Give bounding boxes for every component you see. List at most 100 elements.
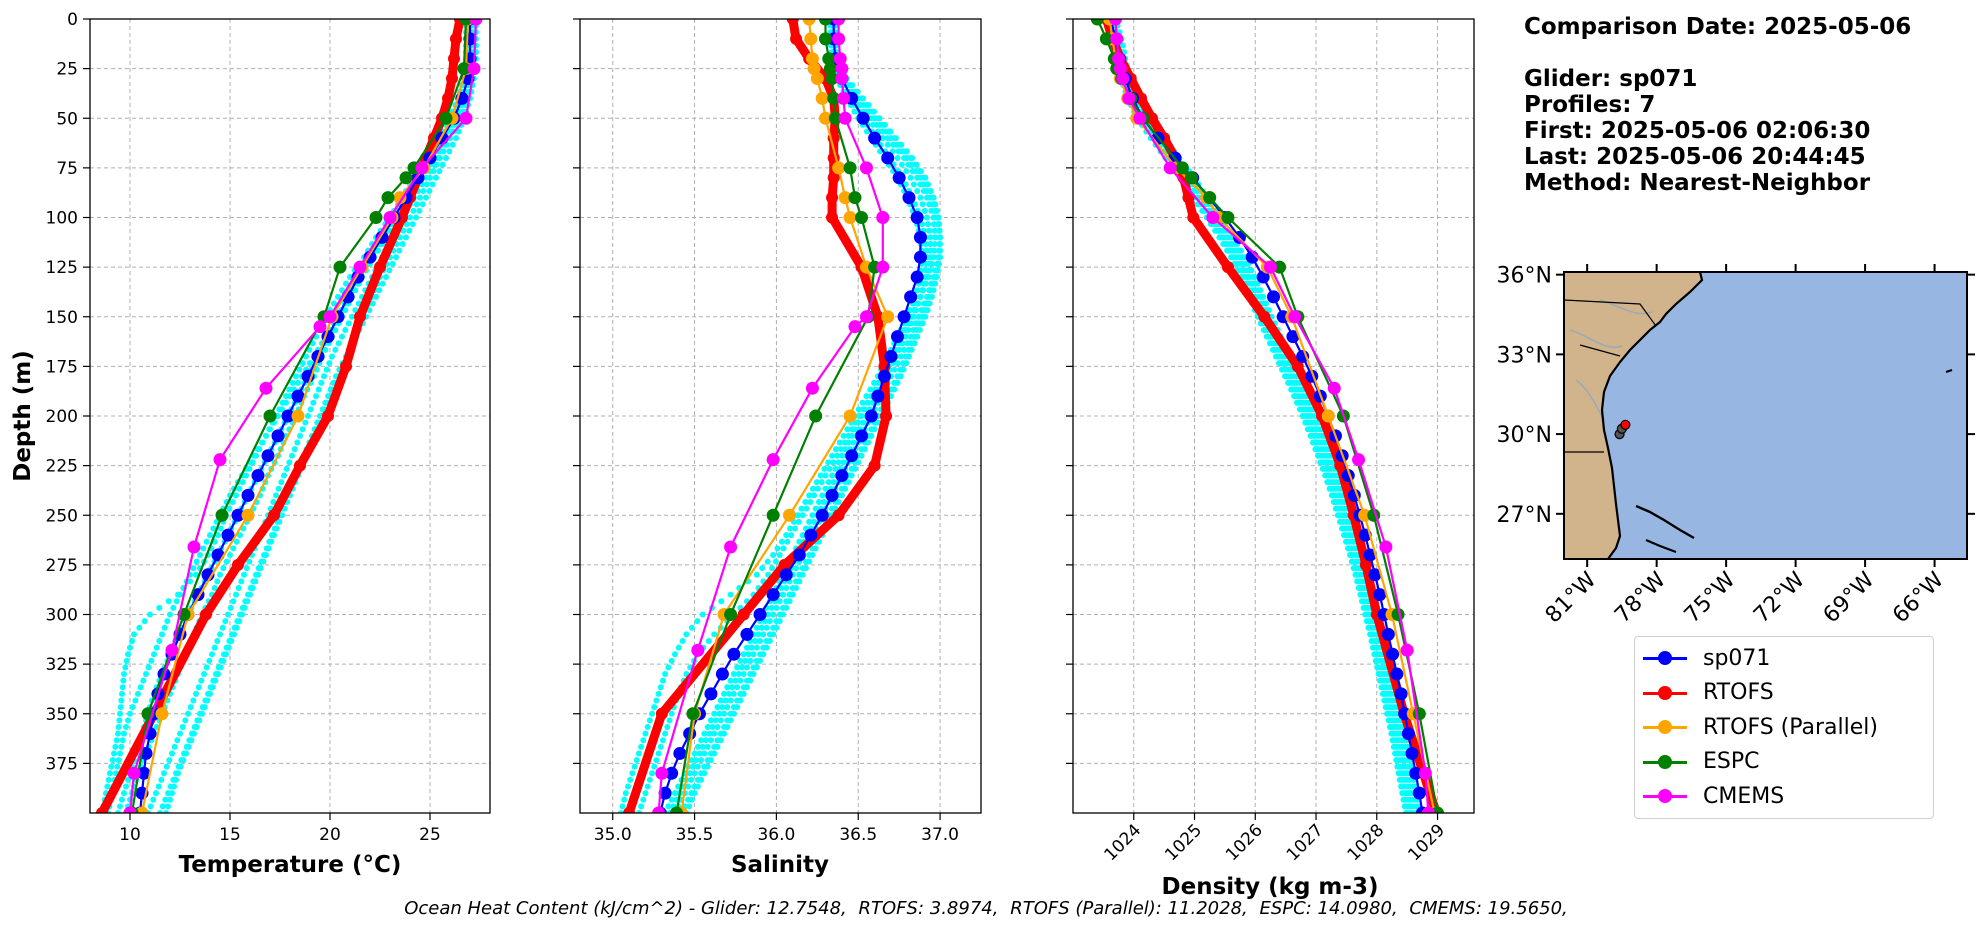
- series-point-rtofs-parallel: [135, 806, 149, 813]
- glider-profile-point: [1291, 393, 1298, 400]
- glider-profile-point: [271, 525, 278, 532]
- glider-profile-point: [1224, 234, 1231, 241]
- glider-profile-point: [631, 763, 638, 770]
- glider-profile-point: [795, 518, 802, 525]
- glider-profile-point: [238, 578, 245, 585]
- glider-profile-point: [234, 618, 241, 625]
- legend-label: sp071: [1703, 645, 1771, 671]
- glider-profile-point: [1313, 426, 1320, 433]
- glider-profile-point: [773, 618, 780, 625]
- series-point-sp071: [904, 290, 918, 304]
- temperature-xlabel: Temperature (°C): [179, 852, 402, 878]
- glider-profile-point: [722, 697, 729, 704]
- glider-profile-point: [716, 710, 723, 717]
- glider-profile-point: [169, 750, 175, 757]
- glider-profile-point: [724, 704, 731, 711]
- glider-profile-point: [118, 697, 125, 704]
- glider-profile-point: [1379, 690, 1386, 697]
- glider-profile-point: [838, 485, 845, 492]
- glider-profile-point: [406, 227, 413, 234]
- glider-profile-point: [449, 141, 456, 148]
- glider-profile-point: [830, 479, 837, 486]
- glider-profile-point: [714, 737, 721, 744]
- glider-profile-point: [199, 704, 206, 711]
- salinity-grid: [580, 18, 981, 813]
- series-point-sp071: [221, 528, 235, 542]
- series-point-cmems: [1418, 766, 1432, 780]
- glider-profile-point: [635, 750, 642, 757]
- glider-profile-point: [162, 796, 169, 803]
- glider-profile-point: [123, 783, 129, 790]
- series-point-rtofs: [826, 211, 839, 224]
- glider-profile-point: [780, 545, 787, 552]
- glider-profile-point: [163, 810, 169, 813]
- glider-profile-point: [217, 525, 224, 532]
- glider-profile-point: [707, 750, 714, 757]
- glider-profile-point: [1119, 42, 1126, 49]
- series-point-cmems: [123, 806, 137, 813]
- series-point-rtofs: [446, 72, 458, 85]
- series-point-rtofs-parallel: [241, 508, 255, 522]
- interpolation-method: Method: Nearest-Neighbor: [1524, 170, 1871, 196]
- glider-profile-point: [662, 671, 669, 678]
- glider-profile-point: [770, 551, 777, 558]
- glider-profile-point: [934, 260, 941, 267]
- glider-profile-point: [109, 757, 116, 764]
- glider-profile-point: [389, 260, 396, 267]
- glider-profile-point: [699, 611, 706, 618]
- glider-profile-point: [439, 161, 446, 168]
- glider-profile-point: [281, 472, 287, 479]
- glider-profile-point: [794, 512, 801, 519]
- glider-profile-point: [115, 757, 122, 764]
- glider-profile-point: [122, 664, 129, 671]
- glider-profile-point: [719, 704, 726, 711]
- series-point-cmems: [353, 260, 367, 274]
- glider-profile-point: [189, 730, 195, 737]
- series-point-rtofs-parallel: [1321, 409, 1335, 423]
- glider-profile-point: [1360, 604, 1367, 611]
- glider-profile-point: [705, 637, 712, 644]
- glider-profile-point: [297, 432, 303, 439]
- series-point-cmems: [1288, 310, 1302, 324]
- glider-profile-point: [325, 393, 331, 400]
- glider-profile-point: [313, 393, 319, 400]
- y-tick-label: 75: [56, 159, 78, 179]
- glider-profile-point: [218, 657, 225, 664]
- glider-profile-point: [283, 465, 290, 472]
- series-point-rtofs: [655, 707, 668, 720]
- glider-profile-point: [908, 161, 915, 168]
- series-point-espc: [819, 19, 833, 26]
- glider-profile-point: [1332, 479, 1339, 486]
- glider-profile-point: [826, 465, 833, 472]
- glider-profile-point: [158, 776, 165, 783]
- glider-profile-point: [171, 743, 178, 750]
- glider-profile-point: [758, 624, 765, 631]
- glider-profile-point: [694, 743, 701, 750]
- glider-profile-point: [1332, 505, 1339, 512]
- glider-profile-point: [165, 790, 171, 797]
- glider-profile-point: [688, 790, 695, 797]
- glider-profile-point: [869, 121, 876, 128]
- glider-profile-point: [803, 505, 810, 512]
- legend-item-espc: ESPC: [1641, 745, 1923, 780]
- series-point-rtofs: [340, 360, 352, 373]
- glider-profile-point: [696, 750, 703, 757]
- glider-profile-point: [443, 154, 449, 161]
- glider-profile-point: [1314, 452, 1321, 459]
- glider-profile-point: [905, 346, 912, 353]
- glider-profile-point: [1326, 485, 1333, 492]
- map-frame: [1563, 271, 1968, 560]
- series-point-sp071: [241, 488, 255, 502]
- glider-profile-point: [913, 161, 920, 168]
- series-point-cmems: [1109, 19, 1123, 26]
- glider-profile-point: [812, 505, 819, 512]
- glider-profile-point: [908, 340, 915, 347]
- glider-profile-point: [221, 651, 227, 658]
- glider-profile-point: [933, 267, 940, 274]
- glider-profile-point: [321, 373, 327, 380]
- glider-profile-point: [1322, 472, 1329, 479]
- x-tick-label: 36.0: [757, 825, 795, 845]
- glider-profile-point: [621, 796, 628, 803]
- glider-profile-point: [190, 697, 197, 704]
- glider-profile-point: [903, 168, 910, 175]
